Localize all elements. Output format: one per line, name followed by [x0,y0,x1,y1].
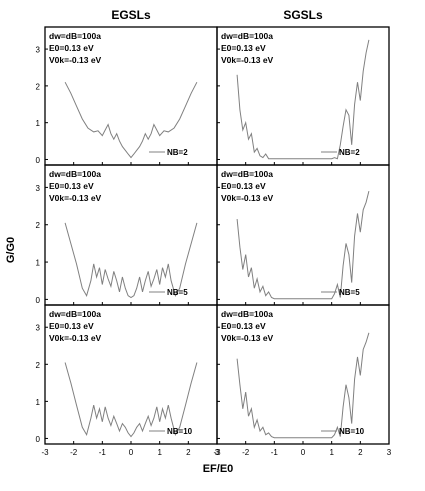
x-tick-label: 2 [358,448,363,457]
y-tick-label: 3 [36,46,41,55]
y-tick-label: 3 [36,324,41,333]
y-tick-label: 1 [36,119,41,128]
series-line [236,39,370,160]
x-axis-label: EF/E0 [203,463,234,475]
annotation-line: dw=dB=100a [221,309,273,319]
annotation-line: E0=0.13 eV [49,43,94,53]
annotation-line: dw=dB=100a [49,169,101,179]
series-line [64,222,198,299]
chart-panel-sgsls-nb-2: dw=dB=100a E0=0.13 eV V0k=-0.13 eV NB=2 [216,26,390,166]
legend-label: NB=10 [339,427,365,436]
legend-label: NB=2 [167,148,188,157]
x-tick-label: 1 [329,448,334,457]
y-axis-label: G/G0 [5,237,17,263]
annotation-line: E0=0.13 eV [221,181,266,191]
annotation-line: E0=0.13 eV [221,321,266,331]
y-tick-label: 0 [36,435,41,444]
chart-panel-egsls-nb-5: 0 1 2 3 dw=dB=100a E0=0.13 eV V0k=-0.13 eV NB=5 [36,164,218,306]
annotation-line: V0k=-0.13 eV [221,193,274,203]
y-tick-label: 1 [36,259,41,268]
series-line [64,362,198,438]
annotation-line: V0k=-0.13 eV [49,193,102,203]
series-line [236,332,370,439]
x-tick-label: 3 [387,448,392,457]
x-tick-label: 0 [301,448,306,457]
x-tick-label: 3 [215,448,220,457]
annotation-line: E0=0.13 eV [49,181,94,191]
column-title-egsls: EGSLs [111,8,151,22]
legend-label: NB=5 [167,288,188,297]
legend-label: NB=10 [167,427,193,436]
y-tick-label: 2 [36,82,41,91]
column-title-sgsls: SGSLs [283,8,323,22]
annotation-line: dw=dB=100a [49,309,101,319]
x-tick-label: 2 [186,448,191,457]
annotation-line: dw=dB=100a [49,31,101,41]
series-line [236,190,370,300]
series-line [64,81,198,159]
panel-grid: 0 1 2 3 dw=dB=100a E0=0.13 eV V0k=-0.13 eV NB=2… [36,26,392,457]
y-tick-label: 3 [36,184,41,193]
annotation-line: dw=dB=100a [221,31,273,41]
y-tick-label: 2 [36,221,41,230]
annotation-line: V0k=-0.13 eV [221,333,274,343]
y-tick-label: 0 [36,156,41,165]
annotation-line: V0k=-0.13 eV [49,333,102,343]
annotation-line: V0k=-0.13 eV [49,55,102,65]
chart-panel-egsls-nb-2: 0 1 2 3 dw=dB=100a E0=0.13 eV V0k=-0.13 eV NB=2 [36,26,218,166]
x-tick-label: 0 [129,448,134,457]
annotation-line: E0=0.13 eV [49,321,94,331]
x-tick-label: -2 [70,448,78,457]
legend-label: NB=2 [339,148,360,157]
x-tick-label: -3 [213,448,221,457]
x-tick-label: -3 [41,448,49,457]
chart-panel-sgsls-nb-5: dw=dB=100a E0=0.13 eV V0k=-0.13 eV NB=5 [216,164,390,306]
annotation-line: dw=dB=100a [221,169,273,179]
x-tick-label: 1 [157,448,162,457]
annotation-line: E0=0.13 eV [221,43,266,53]
x-tick-label: -2 [242,448,250,457]
legend-label: NB=5 [339,288,360,297]
y-tick-label: 2 [36,361,41,370]
y-tick-label: 0 [36,296,41,305]
chart-panel-sgsls-nb-10: -3 -2 -1 0 1 2 3 dw=dB=100a E0=0.13 eV V0k=-0.13 … [213,304,392,457]
x-tick-label: -1 [271,448,279,457]
annotation-line: V0k=-0.13 eV [221,55,274,65]
y-tick-label: 1 [36,398,41,407]
x-tick-label: -1 [99,448,107,457]
